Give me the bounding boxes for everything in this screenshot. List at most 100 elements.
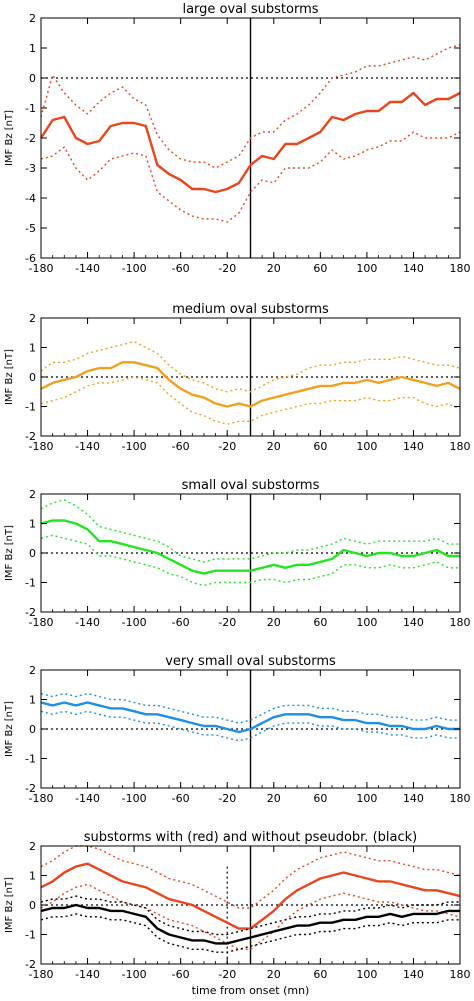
x-tick-label: -20 <box>218 616 236 629</box>
x-tick-label: 140 <box>403 262 424 275</box>
x-tick-label: -140 <box>75 262 100 275</box>
x-tick-label: 180 <box>450 616 471 629</box>
series-bound-line-1 <box>40 499 460 563</box>
x-tick-label: 60 <box>313 616 327 629</box>
x-tick-label: 180 <box>450 792 471 805</box>
series-bound-line-2 <box>40 710 460 742</box>
chart-title: large oval substorms <box>182 2 318 17</box>
y-axis-label: IMF Bz [nT] <box>4 525 15 581</box>
y-tick-label: 0 <box>29 547 36 560</box>
y-tick-label: -2 <box>25 958 36 971</box>
y-tick-label: 2 <box>29 840 36 853</box>
y-tick-label: -4 <box>25 192 36 205</box>
x-tick-label: -100 <box>122 968 147 981</box>
series-mean-line-0 <box>40 361 461 408</box>
y-tick-label: -5 <box>25 222 36 235</box>
series-bound-line-4 <box>40 895 460 936</box>
x-tick-label: 100 <box>356 792 377 805</box>
x-tick-label: 20 <box>267 440 281 453</box>
x-tick-label: -20 <box>218 792 236 805</box>
x-tick-label: 100 <box>356 262 377 275</box>
x-tick-label: 20 <box>267 616 281 629</box>
x-tick-label: -180 <box>29 616 54 629</box>
x-tick-label: 180 <box>450 968 471 981</box>
x-tick-label: -20 <box>218 440 236 453</box>
x-tick-label: 100 <box>356 616 377 629</box>
x-tick-label: -60 <box>172 440 190 453</box>
y-axis-label: IMF Bz [nT] <box>4 877 15 933</box>
chart-title: very small oval substorms <box>165 654 336 669</box>
x-tick-label: -20 <box>218 262 236 275</box>
x-tick-label: 140 <box>403 616 424 629</box>
y-axis-label: IMF Bz [nT] <box>4 349 15 405</box>
x-tick-label: 140 <box>403 440 424 453</box>
x-tick-label: 60 <box>313 792 327 805</box>
series-bound-line-1 <box>40 44 461 169</box>
y-tick-label: 0 <box>29 899 36 912</box>
x-tick-label: -140 <box>75 440 100 453</box>
y-tick-label: 0 <box>29 371 36 384</box>
x-tick-label: -20 <box>218 968 236 981</box>
x-tick-label: 20 <box>267 262 281 275</box>
x-tick-label: 100 <box>356 968 377 981</box>
y-tick-label: -6 <box>25 252 36 265</box>
x-tick-label: -100 <box>122 792 147 805</box>
y-tick-label: -3 <box>25 162 36 175</box>
x-tick-label: -60 <box>172 968 190 981</box>
y-tick-label: 2 <box>29 488 36 501</box>
y-tick-label: 2 <box>29 312 36 325</box>
series-mean-line-0 <box>39 91 461 194</box>
y-tick-label: 2 <box>29 12 36 25</box>
series-mean-line-0 <box>40 862 461 930</box>
y-axis-label: IMF Bz [nT] <box>4 701 15 757</box>
series-mean-line-0 <box>40 701 460 734</box>
y-tick-label: -2 <box>25 782 36 795</box>
y-tick-label: -1 <box>25 401 36 414</box>
x-tick-label: -60 <box>172 616 190 629</box>
x-tick-label: -140 <box>75 968 100 981</box>
x-tick-label: -100 <box>122 262 147 275</box>
x-tick-label: 100 <box>356 440 377 453</box>
y-tick-label: 1 <box>29 342 36 355</box>
x-tick-label: 20 <box>267 792 281 805</box>
x-tick-label: -60 <box>172 792 190 805</box>
series-bound-line-2 <box>40 534 460 587</box>
chart-title: small oval substorms <box>182 478 320 493</box>
series-bound-line-1 <box>40 692 460 724</box>
x-axis-label: time from onset (mn) <box>192 984 310 997</box>
y-tick-label: -1 <box>25 102 36 115</box>
y-tick-label: 0 <box>29 72 36 85</box>
y-tick-label: 2 <box>29 664 36 677</box>
series-mean-line-0 <box>40 519 460 575</box>
series-bound-line-5 <box>40 913 460 953</box>
x-tick-label: -180 <box>29 792 54 805</box>
y-tick-label: 1 <box>29 518 36 531</box>
series-bound-line-2 <box>40 131 461 223</box>
y-tick-label: 1 <box>29 870 36 883</box>
x-tick-label: 180 <box>450 440 471 453</box>
series-mean-line-3 <box>40 903 460 945</box>
y-tick-label: 0 <box>29 723 36 736</box>
x-tick-label: -100 <box>122 616 147 629</box>
y-tick-label: -1 <box>25 753 36 766</box>
y-tick-label: -2 <box>25 430 36 443</box>
x-tick-label: -60 <box>172 262 190 275</box>
y-axis-label: IMF Bz [nT] <box>4 110 15 166</box>
x-tick-label: -180 <box>29 968 54 981</box>
x-tick-label: -180 <box>29 262 54 275</box>
x-tick-label: 180 <box>450 262 471 275</box>
y-tick-label: -1 <box>25 929 36 942</box>
x-tick-label: -140 <box>75 792 100 805</box>
y-tick-label: 1 <box>29 42 36 55</box>
x-tick-label: 60 <box>313 262 327 275</box>
y-tick-label: 1 <box>29 694 36 707</box>
series-bound-line-1 <box>40 340 461 393</box>
x-tick-label: -140 <box>75 616 100 629</box>
x-tick-label: 140 <box>403 968 424 981</box>
y-tick-label: -2 <box>25 132 36 145</box>
x-tick-label: -180 <box>29 440 54 453</box>
x-tick-label: 60 <box>313 968 327 981</box>
chart-title: substorms with (red) and without pseudob… <box>84 830 417 845</box>
x-tick-label: -100 <box>122 440 147 453</box>
